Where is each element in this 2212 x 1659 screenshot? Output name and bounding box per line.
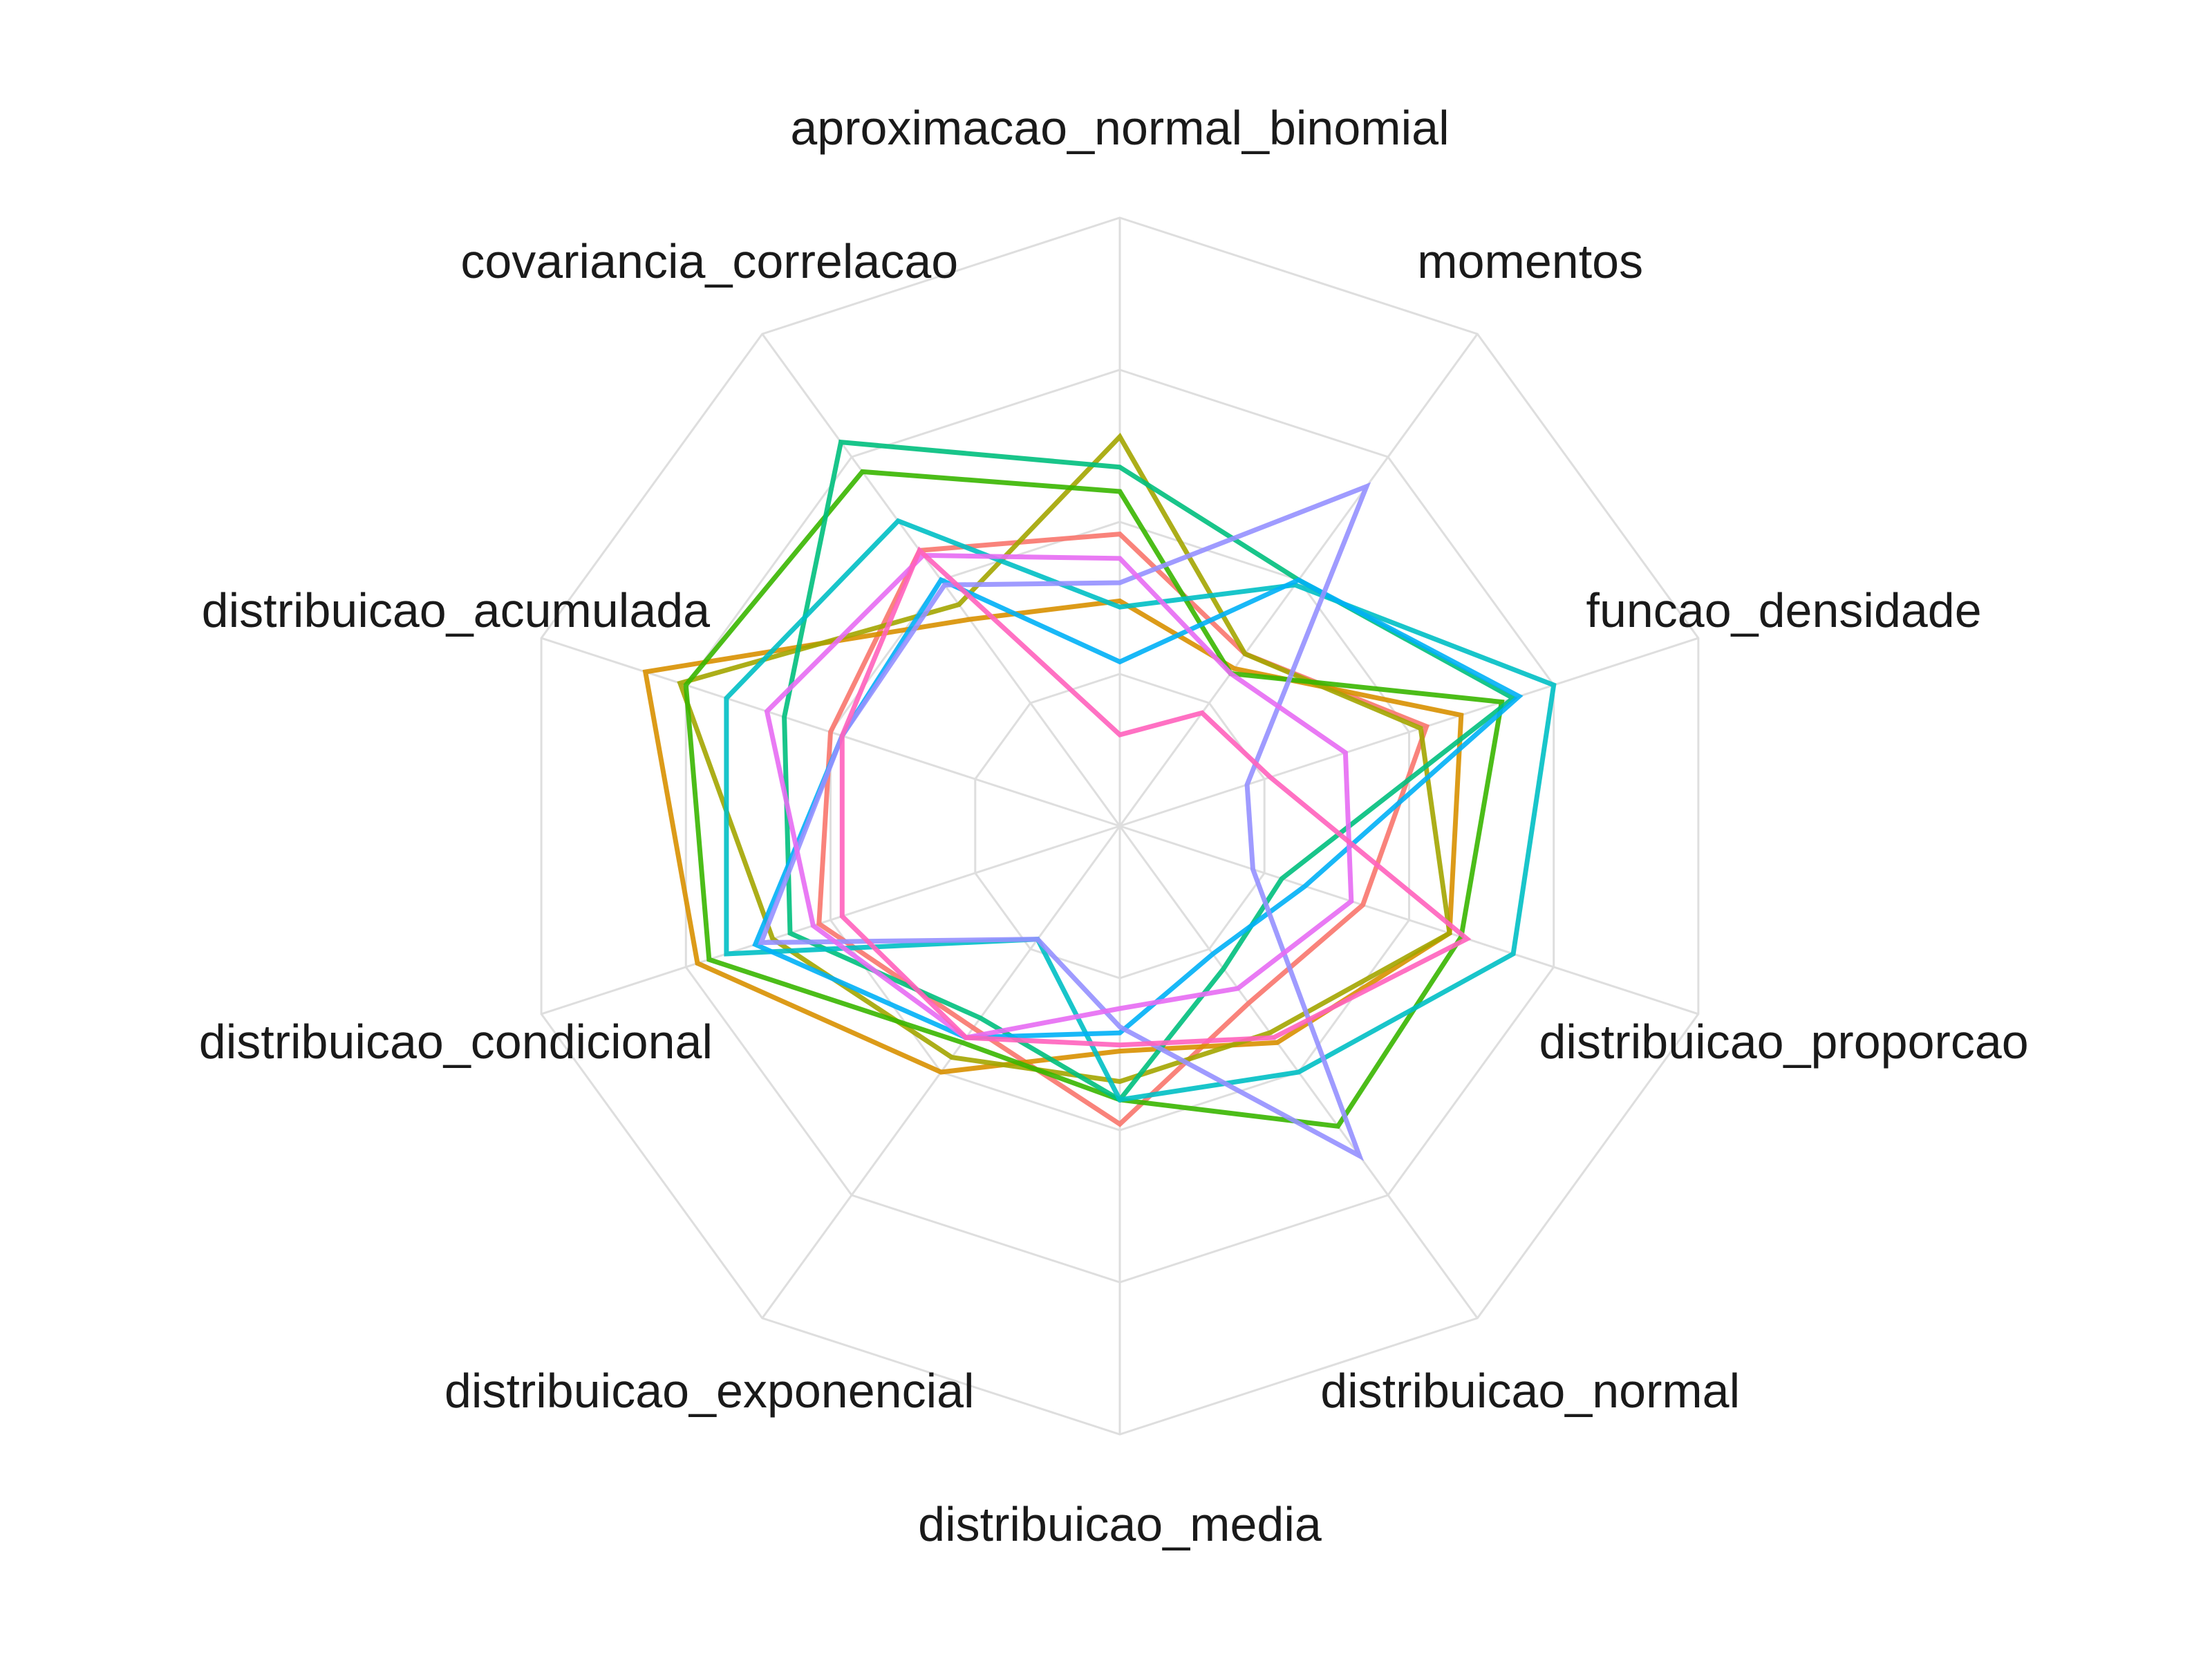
axis-labels: aproximacao_normal_binomial momentos funca… [199, 101, 2029, 1551]
series-8-line [757, 482, 1371, 1161]
axis-label-momentos: momentos [1417, 234, 1643, 288]
axis-label-funcao_densidade: funcao_densidade [1586, 583, 1982, 637]
series-10-line [839, 546, 1472, 1048]
axis-spoke-distribuicao_proporcao [1119, 825, 1699, 1015]
series-9-line [764, 552, 1354, 1040]
axis-label-distribuicao_exponencial: distribuicao_exponencial [444, 1364, 975, 1418]
axis-spoke-funcao_densidade [1119, 637, 1699, 827]
axis-label-aproximacao_normal_binomial: aproximacao_normal_binomial [790, 101, 1449, 155]
series-3-line [677, 433, 1452, 1085]
radar-grid [540, 216, 1700, 1436]
series-2-line [642, 598, 1464, 1075]
axis-label-distribuicao_media: distribuicao_media [918, 1497, 1322, 1551]
series-1-line [816, 531, 1430, 1127]
axis-label-distribuicao_acumulada: distribuicao_acumulada [202, 583, 711, 637]
axis-label-distribuicao_condicional: distribuicao_condicional [199, 1015, 713, 1069]
series-6-line [724, 518, 1557, 1103]
axis-label-distribuicao_proporcao: distribuicao_proporcao [1539, 1015, 2028, 1069]
radar-series-group [642, 433, 1557, 1161]
axis-label-distribuicao_normal: distribuicao_normal [1320, 1364, 1740, 1418]
axis-label-covariancia_correlacao: covariancia_correlacao [460, 234, 958, 288]
axis-spoke-distribuicao_condicional [541, 825, 1121, 1015]
